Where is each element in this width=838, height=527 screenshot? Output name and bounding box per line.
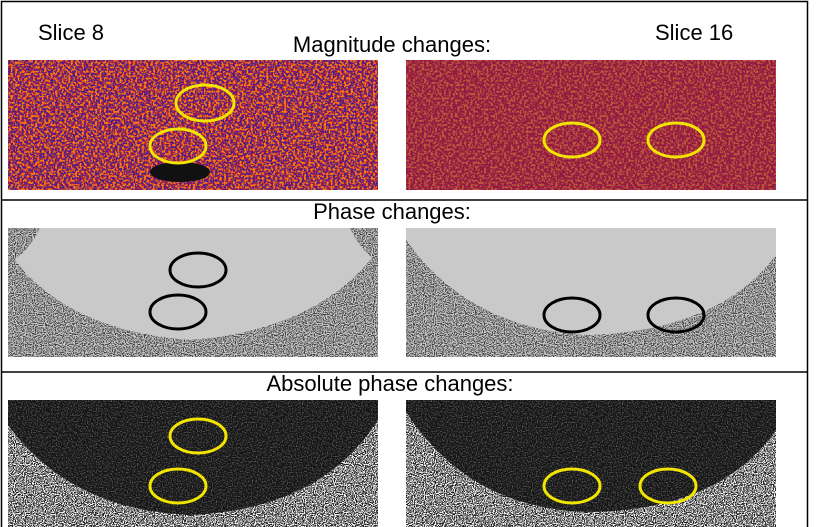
magnitude-image	[8, 60, 378, 190]
section-title: Magnitude changes:	[293, 32, 491, 57]
page: Slice 8 Slice 16 Magnitude changes: Phas…	[0, 0, 838, 527]
slice-label: Slice 16	[655, 20, 733, 45]
section-title: Phase changes:	[313, 199, 471, 224]
absolute-phase-image	[406, 400, 776, 527]
slice-label: Slice 8	[38, 20, 104, 45]
magnitude-image	[406, 60, 776, 190]
phase-image	[406, 228, 776, 357]
section-title: Absolute phase changes:	[266, 371, 513, 396]
phase-image	[8, 228, 378, 357]
figure: Slice 8 Slice 16 Magnitude changes: Phas…	[0, 0, 838, 527]
